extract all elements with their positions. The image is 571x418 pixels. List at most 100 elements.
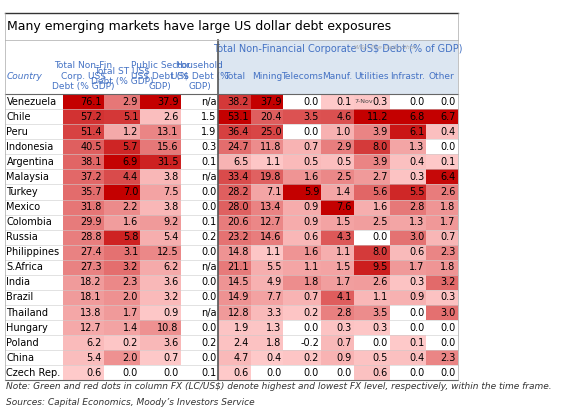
- Text: 0.7: 0.7: [304, 142, 319, 152]
- FancyBboxPatch shape: [218, 124, 251, 139]
- Text: 20.4: 20.4: [260, 112, 282, 122]
- FancyBboxPatch shape: [5, 169, 457, 184]
- Text: 1.4: 1.4: [336, 187, 352, 197]
- Text: 5.1: 5.1: [123, 112, 138, 122]
- Text: 6.9: 6.9: [123, 157, 138, 167]
- Text: 0.6: 0.6: [409, 247, 424, 257]
- FancyBboxPatch shape: [140, 214, 180, 229]
- Text: 31.8: 31.8: [81, 202, 102, 212]
- FancyBboxPatch shape: [321, 320, 353, 335]
- Text: 0.0: 0.0: [201, 323, 216, 333]
- Text: Venezuela: Venezuela: [6, 97, 57, 107]
- Text: WSJ: The Daily Shot: WSJ: The Daily Shot: [355, 45, 417, 49]
- Text: 7.0: 7.0: [123, 187, 138, 197]
- Text: 1.8: 1.8: [440, 263, 456, 273]
- FancyBboxPatch shape: [63, 94, 103, 109]
- FancyBboxPatch shape: [251, 124, 283, 139]
- Text: 28.2: 28.2: [227, 187, 249, 197]
- Text: 12.7: 12.7: [260, 217, 282, 227]
- FancyBboxPatch shape: [283, 169, 321, 184]
- FancyBboxPatch shape: [426, 109, 457, 124]
- FancyBboxPatch shape: [426, 124, 457, 139]
- Text: 0.7: 0.7: [163, 353, 179, 363]
- Text: 0.6: 0.6: [304, 232, 319, 242]
- Text: 3.6: 3.6: [163, 338, 179, 348]
- FancyBboxPatch shape: [321, 139, 353, 154]
- FancyBboxPatch shape: [251, 305, 283, 320]
- Text: S.Africa: S.Africa: [6, 263, 43, 273]
- FancyBboxPatch shape: [353, 199, 390, 214]
- FancyBboxPatch shape: [321, 199, 353, 214]
- FancyBboxPatch shape: [63, 199, 103, 214]
- FancyBboxPatch shape: [321, 275, 353, 290]
- Text: 1.6: 1.6: [123, 217, 138, 227]
- FancyBboxPatch shape: [63, 109, 103, 124]
- FancyBboxPatch shape: [321, 335, 353, 350]
- Text: 1.8: 1.8: [304, 278, 319, 288]
- FancyBboxPatch shape: [5, 245, 457, 260]
- FancyBboxPatch shape: [321, 169, 353, 184]
- Text: 0.7: 0.7: [304, 293, 319, 303]
- Text: 0.1: 0.1: [201, 217, 216, 227]
- Text: 1.4: 1.4: [123, 323, 138, 333]
- Text: Other: Other: [429, 72, 455, 81]
- Text: 3.0: 3.0: [409, 232, 424, 242]
- Text: 0.0: 0.0: [336, 368, 352, 378]
- Text: China: China: [6, 353, 34, 363]
- Text: 0.0: 0.0: [304, 368, 319, 378]
- Text: 18.1: 18.1: [81, 293, 102, 303]
- Text: Poland: Poland: [6, 338, 39, 348]
- FancyBboxPatch shape: [321, 229, 353, 245]
- Text: 2.6: 2.6: [373, 278, 388, 288]
- Text: Telecoms: Telecoms: [282, 72, 323, 81]
- Text: 31.5: 31.5: [157, 157, 179, 167]
- Text: 0.0: 0.0: [266, 368, 282, 378]
- Text: 0.0: 0.0: [373, 232, 388, 242]
- FancyBboxPatch shape: [426, 214, 457, 229]
- Text: 2.7: 2.7: [372, 172, 388, 182]
- FancyBboxPatch shape: [103, 275, 140, 290]
- FancyBboxPatch shape: [218, 199, 251, 214]
- FancyBboxPatch shape: [218, 335, 251, 350]
- FancyBboxPatch shape: [353, 305, 390, 320]
- Text: Russia: Russia: [6, 232, 38, 242]
- FancyBboxPatch shape: [251, 184, 283, 199]
- Text: n/a: n/a: [201, 263, 216, 273]
- FancyBboxPatch shape: [251, 109, 283, 124]
- Text: Argentina: Argentina: [6, 157, 54, 167]
- Text: 15.6: 15.6: [157, 142, 179, 152]
- FancyBboxPatch shape: [426, 350, 457, 365]
- FancyBboxPatch shape: [251, 139, 283, 154]
- Text: 2.4: 2.4: [234, 338, 249, 348]
- Text: Thailand: Thailand: [6, 308, 49, 318]
- Text: 4.4: 4.4: [123, 172, 138, 182]
- Text: Brazil: Brazil: [6, 293, 34, 303]
- FancyBboxPatch shape: [63, 229, 103, 245]
- FancyBboxPatch shape: [5, 184, 457, 199]
- FancyBboxPatch shape: [426, 260, 457, 275]
- FancyBboxPatch shape: [353, 290, 390, 305]
- Text: 57.2: 57.2: [80, 112, 102, 122]
- FancyBboxPatch shape: [5, 139, 457, 154]
- FancyBboxPatch shape: [321, 184, 353, 199]
- Text: 19.8: 19.8: [260, 172, 282, 182]
- Text: 2.6: 2.6: [163, 112, 179, 122]
- Text: 0.0: 0.0: [201, 187, 216, 197]
- FancyBboxPatch shape: [218, 320, 251, 335]
- Text: 51.4: 51.4: [81, 127, 102, 137]
- FancyBboxPatch shape: [426, 275, 457, 290]
- FancyBboxPatch shape: [218, 245, 251, 260]
- FancyBboxPatch shape: [5, 260, 457, 275]
- Text: 27.3: 27.3: [80, 263, 102, 273]
- Text: 37.9: 37.9: [260, 97, 282, 107]
- Text: 0.9: 0.9: [336, 353, 352, 363]
- FancyBboxPatch shape: [321, 350, 353, 365]
- Text: 0.6: 0.6: [86, 368, 102, 378]
- FancyBboxPatch shape: [63, 320, 103, 335]
- FancyBboxPatch shape: [353, 245, 390, 260]
- FancyBboxPatch shape: [390, 245, 426, 260]
- FancyBboxPatch shape: [283, 154, 321, 169]
- Text: -0.2: -0.2: [300, 338, 319, 348]
- Text: 76.1: 76.1: [81, 97, 102, 107]
- Text: 2.3: 2.3: [440, 353, 456, 363]
